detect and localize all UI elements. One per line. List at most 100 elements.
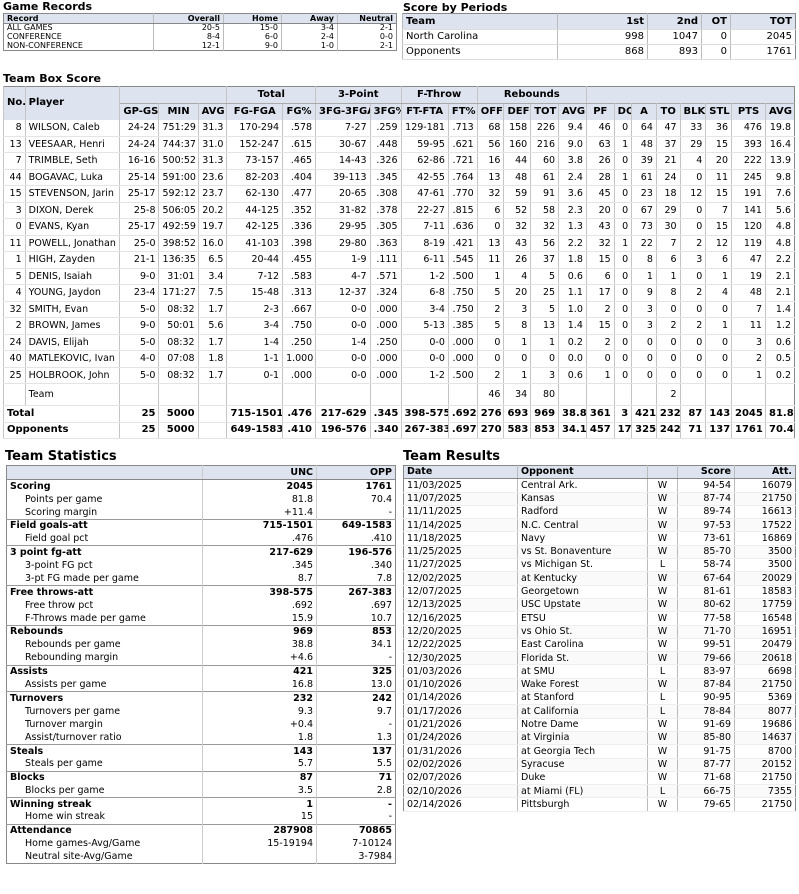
unc-value: 81.8: [202, 492, 317, 506]
game-date: 11/03/2025: [403, 478, 518, 493]
stat-label: Home win streak: [25, 811, 106, 823]
stat-cell: 2: [476, 301, 504, 318]
stat-cell: 15: [705, 185, 732, 203]
stat-cell: 24-24: [119, 119, 159, 137]
stat-cell: .721: [447, 152, 478, 170]
opp-value: -: [316, 651, 396, 665]
stat-category-row: Steals 143 137: [6, 743, 396, 758]
stat-cell: 4: [503, 268, 531, 285]
stat-cell: 0: [613, 185, 632, 203]
stat-cell: 1: [705, 317, 732, 335]
stat-cell: 0-0: [315, 317, 371, 335]
opponent-name: Kansas: [517, 492, 648, 506]
stat-category-row: Rebounds 969 853: [6, 624, 396, 639]
total-stat: 17: [613, 421, 632, 439]
opponent-name: Notre Dame: [517, 718, 648, 732]
result-row: 01/10/2026 Wake Forest W 87-84 21750: [403, 678, 796, 693]
game-score: 89-74: [677, 505, 735, 520]
game-score: 83-97: [677, 664, 735, 679]
result-row: 01/17/2026 at California L 78-84 8077: [403, 704, 796, 719]
stat-cell: 591:00: [158, 169, 199, 186]
stat-row: Rebounds per game 38.8 34.1: [7, 638, 396, 652]
stat-cell: 3: [631, 317, 657, 335]
stat-cell: 2.1: [764, 268, 795, 285]
col-att: Att.: [734, 465, 796, 480]
stat-cell: 30: [655, 218, 681, 236]
game-result: W: [647, 771, 678, 786]
stat-cell: 13.9: [764, 152, 795, 170]
result-row: 12/02/2025 at Kentucky W 67-64 20029: [403, 571, 796, 586]
stat-cell: 16-16: [119, 152, 159, 170]
game-score: 71-70: [677, 625, 735, 639]
col-result: [647, 465, 678, 480]
stat-cell: 45: [585, 185, 615, 203]
stat-cell: 3: [731, 334, 766, 351]
game-score: 80-62: [677, 598, 735, 613]
game-records-table: Record Overall Home Away Neutral ALL GAM…: [3, 13, 397, 51]
stat-cell: 0: [613, 152, 632, 170]
jersey-number: 1: [3, 251, 26, 269]
jersey-number: 0: [3, 218, 26, 236]
stat-label: Winning streak: [6, 796, 203, 811]
record-value: 0-0: [337, 32, 397, 42]
opponent-name: vs Ohio St.: [517, 625, 648, 639]
stat-cell: 4.8: [764, 218, 795, 236]
stat-cell: 0: [613, 317, 632, 335]
game-date: 01/14/2026: [403, 691, 518, 706]
stat-cell: 60: [530, 152, 559, 170]
game-date: 12/20/2025: [403, 625, 518, 639]
stat-cell: 0: [613, 350, 632, 368]
stat-cell: .770: [447, 185, 478, 203]
empty-cell: [705, 383, 732, 406]
stat-cell: 24: [655, 169, 681, 186]
record-label: CONFERENCE: [7, 32, 62, 41]
player-name: DIXON, Derek: [24, 202, 120, 219]
stat-cell: 5-0: [119, 334, 159, 351]
record-value: 1-0: [281, 41, 338, 51]
attendance: 5369: [734, 691, 796, 706]
period-score: 2045: [730, 29, 796, 45]
game-result: L: [647, 691, 678, 706]
stat-cell: .477: [282, 185, 316, 203]
stat-cell: 160: [503, 136, 531, 153]
game-result: W: [647, 638, 678, 653]
unc-value: +0.4: [202, 718, 317, 732]
stat-cell: .583: [282, 268, 316, 285]
opponent-name: at Stanford: [517, 691, 648, 706]
game-result: W: [647, 651, 678, 666]
stat-cell: 1.4: [764, 301, 795, 318]
stat-cell: 7: [655, 235, 681, 252]
stat-cell: 3-4: [400, 301, 449, 318]
stat-cell: 0: [613, 202, 632, 219]
game-record-row: CONFERENCE 8-4 6-0 2-4 0-0: [4, 32, 397, 42]
stat-cell: 393: [731, 136, 766, 153]
stat-cell: 62-130: [226, 185, 283, 203]
period-score: 0: [701, 29, 731, 45]
stat-cell: .250: [369, 334, 402, 351]
player-name: HOLBROOK, John: [24, 367, 120, 384]
game-date: 01/03/2026: [403, 664, 518, 679]
result-row: 12/30/2025 Florida St. W 79-66 20618: [403, 651, 796, 666]
team-results-title: Team Results: [403, 449, 501, 464]
opponents-row: Opponents 25 5000 649-1583.410 196-576.340 26…: [2, 421, 795, 439]
game-score: 90-95: [677, 691, 735, 706]
stat-label: Turnovers per game: [25, 705, 121, 717]
game-score: 85-80: [677, 731, 735, 746]
unc-value: 87: [202, 770, 317, 785]
total-stat: .340: [369, 421, 402, 439]
player-row: 24 DAVIS, Elijah 5-0 08:32 1.7 1-4.250 1-4.250…: [3, 334, 795, 351]
stat-cell: 3: [631, 301, 657, 318]
stat-category-row: 3 point fg-att 217-629 196-576: [6, 545, 396, 559]
team-stat: 2: [655, 383, 681, 406]
stat-cell: 5: [530, 301, 559, 318]
empty-cell: [226, 383, 283, 406]
player-name: STEVENSON, Jarin: [24, 185, 120, 203]
stat-cell: 1-2: [400, 268, 449, 285]
stat-cell: 500:52: [158, 152, 199, 170]
stat-cell: 141: [731, 202, 766, 219]
stat-cell: 476: [731, 119, 766, 137]
stat-cell: 0.5: [764, 350, 795, 368]
attendance: 14637: [734, 731, 796, 746]
stat-row: 3-pt FG made per game 8.7 7.8: [7, 572, 396, 586]
jersey-number: 11: [3, 235, 26, 252]
